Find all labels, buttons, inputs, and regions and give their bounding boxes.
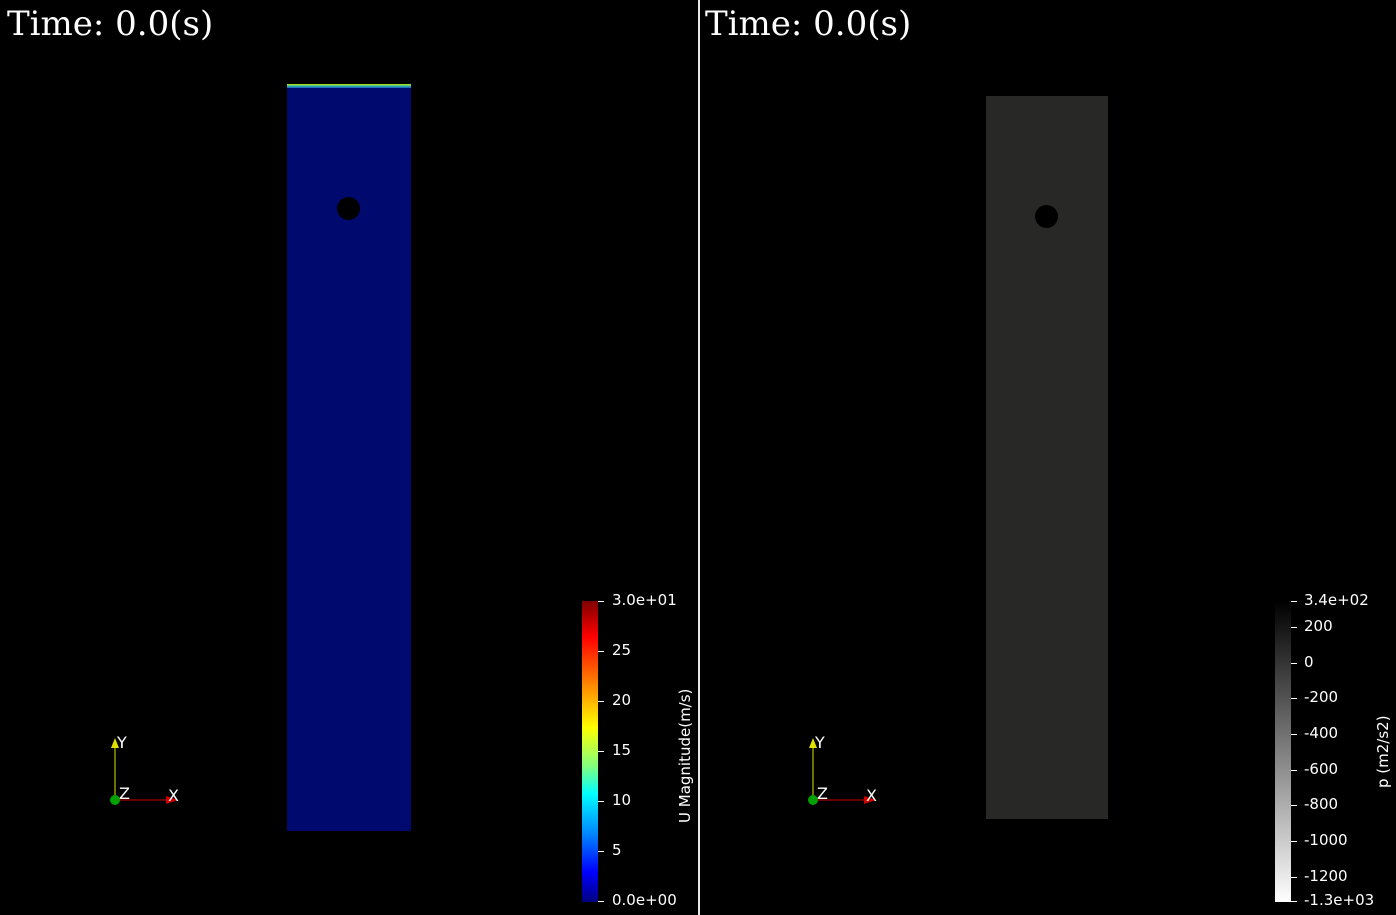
time-annotation: Time: 0.0(s) bbox=[705, 4, 912, 44]
colorbar-tick-label: -1200 bbox=[1304, 867, 1348, 885]
colorbar-tick-label: 3.0e+01 bbox=[612, 591, 677, 609]
z-axis-label: Z bbox=[119, 784, 130, 803]
z-axis-dot bbox=[808, 795, 818, 805]
colorbar-tick bbox=[1291, 627, 1297, 628]
colorbar-tick bbox=[1291, 663, 1297, 664]
colorbar-tick bbox=[598, 851, 604, 852]
inlet-velocity-band bbox=[287, 84, 411, 88]
colorbar-tick bbox=[598, 651, 604, 652]
colorbar-tick-label: 20 bbox=[612, 691, 632, 709]
colorbar-tick-label: 0 bbox=[1304, 653, 1314, 671]
colorbar-tick bbox=[598, 701, 604, 702]
colorbar-tick-label: -400 bbox=[1304, 724, 1339, 742]
colorbar-tick bbox=[598, 801, 604, 802]
colorbar-tick-label: -1000 bbox=[1304, 831, 1348, 849]
velocity-colorbar bbox=[582, 601, 598, 902]
x-axis-arrow bbox=[166, 796, 178, 804]
y-axis-label: Y bbox=[815, 733, 825, 752]
cylinder-obstacle bbox=[337, 197, 360, 220]
colorbar-tick bbox=[598, 601, 604, 602]
orientation-axes bbox=[110, 738, 178, 805]
x-axis-arrow bbox=[864, 796, 876, 804]
colorbar-tick bbox=[1291, 841, 1297, 842]
colorbar-tick-label: -600 bbox=[1304, 760, 1339, 778]
colorbar-tick bbox=[1291, 805, 1297, 806]
z-axis-label: Z bbox=[817, 784, 828, 803]
colorbar-tick bbox=[1291, 698, 1297, 699]
colorbar-tick-label: -1.3e+03 bbox=[1304, 891, 1375, 909]
colorbar-tick bbox=[1291, 734, 1297, 735]
colorbar-tick-label: 0.0e+00 bbox=[612, 891, 677, 909]
cylinder-obstacle bbox=[1035, 205, 1058, 228]
colorbar-tick-label: 10 bbox=[612, 791, 632, 809]
colorbar-tick bbox=[1291, 877, 1297, 878]
colorbar-tick-label: 25 bbox=[612, 641, 632, 659]
colorbar-tick-label: 5 bbox=[612, 841, 622, 859]
colorbar-title: p (m2/s2) bbox=[1374, 715, 1392, 788]
colorbar-tick-label: 3.4e+02 bbox=[1304, 591, 1369, 609]
y-axis-label: Y bbox=[117, 733, 127, 752]
left-render-view[interactable]: Time: 0.0(s) Y Z X 3.0e+01 25 20 15 10 5… bbox=[0, 0, 698, 915]
colorbar-tick-label: 15 bbox=[612, 741, 632, 759]
y-axis-arrow bbox=[809, 738, 817, 748]
colorbar-tick bbox=[598, 901, 604, 902]
view-splitter[interactable] bbox=[698, 0, 700, 915]
pressure-colorbar bbox=[1275, 601, 1291, 902]
colorbar-tick-label: -800 bbox=[1304, 795, 1339, 813]
colorbar-tick-label: -200 bbox=[1304, 688, 1339, 706]
orientation-axes bbox=[808, 738, 876, 805]
colorbar-tick-label: 200 bbox=[1304, 617, 1333, 635]
x-axis-label: X bbox=[866, 786, 877, 805]
colorbar-title: U Magnitude(m/s) bbox=[676, 688, 694, 823]
time-annotation: Time: 0.0(s) bbox=[7, 4, 214, 44]
colorbar-tick bbox=[598, 751, 604, 752]
x-axis-label: X bbox=[168, 786, 179, 805]
colorbar-tick bbox=[1291, 601, 1297, 602]
colorbar-tick bbox=[1291, 901, 1297, 902]
colorbar-tick bbox=[1291, 770, 1297, 771]
y-axis-arrow bbox=[111, 738, 119, 748]
right-render-view[interactable]: Time: 0.0(s) Y Z X 3.4e+02 200 0 -200 -4… bbox=[700, 0, 1396, 915]
z-axis-dot bbox=[110, 795, 120, 805]
